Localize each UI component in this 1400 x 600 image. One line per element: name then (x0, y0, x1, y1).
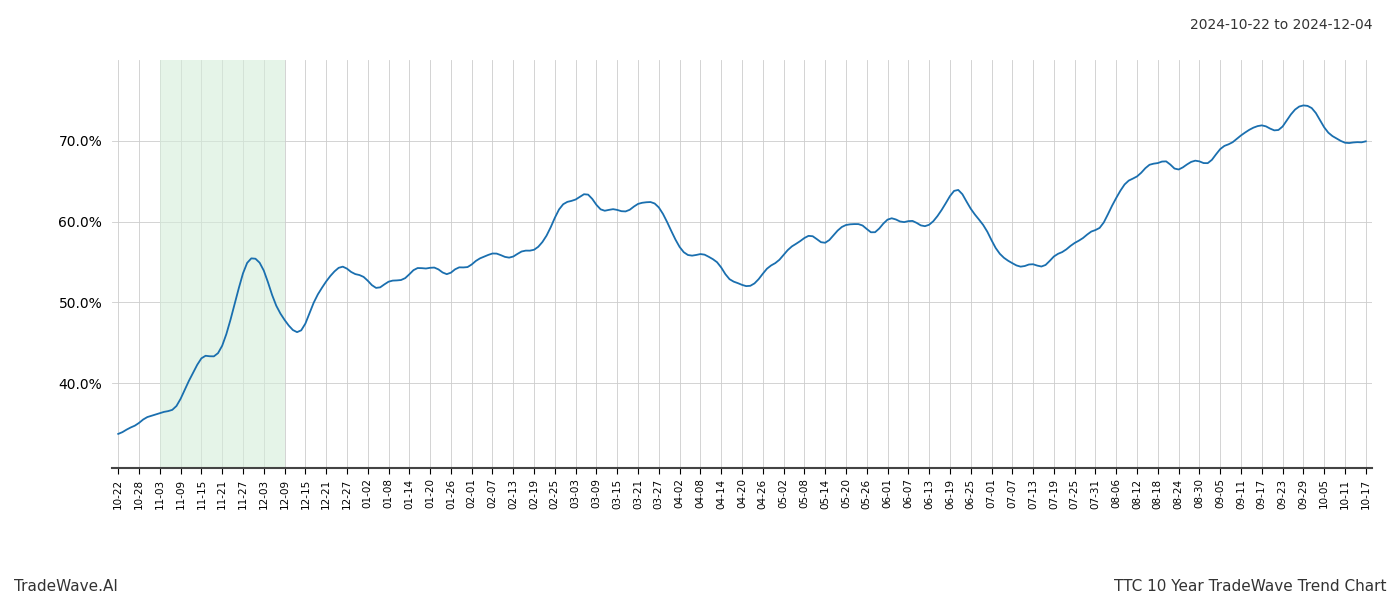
Text: TTC 10 Year TradeWave Trend Chart: TTC 10 Year TradeWave Trend Chart (1113, 579, 1386, 594)
Text: TradeWave.AI: TradeWave.AI (14, 579, 118, 594)
Text: 2024-10-22 to 2024-12-04: 2024-10-22 to 2024-12-04 (1190, 18, 1372, 32)
Bar (160, 60, 284, 468)
